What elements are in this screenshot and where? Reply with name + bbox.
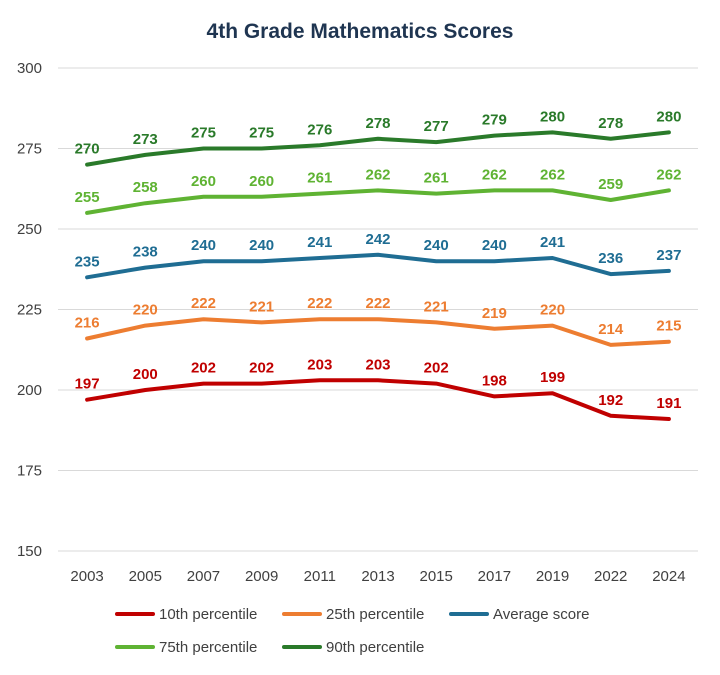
legend-label: 75th percentile [159,639,257,656]
data-label: 202 [424,360,449,377]
data-label: 236 [598,250,623,267]
y-tick-label: 150 [17,543,42,560]
series-line-3 [85,188,671,215]
data-label: 273 [133,131,158,148]
x-tick-label: 2019 [536,568,569,585]
x-tick-label: 2011 [304,568,336,585]
data-label: 240 [249,237,274,254]
data-label: 192 [598,392,623,409]
data-label: 280 [540,108,565,125]
y-tick-label: 250 [17,221,42,238]
data-label: 260 [249,173,274,190]
data-label: 202 [249,360,274,377]
data-label: 275 [249,125,274,142]
x-tick-label: 2024 [652,568,685,585]
data-label: 221 [249,298,274,315]
series-line-0 [85,378,671,421]
legend: 10th percentile 25th percentile Average sc… [115,606,589,656]
data-label: 262 [656,166,681,183]
data-label: 235 [75,253,100,270]
series-line-1 [85,317,671,347]
data-label: 277 [424,118,449,135]
data-label: 262 [482,166,507,183]
data-label: 260 [191,173,216,190]
x-tick-label: 2015 [419,568,452,585]
data-label: 275 [191,125,216,142]
data-label: 202 [191,360,216,377]
data-label: 279 [482,112,507,129]
legend-label: 25th percentile [326,606,424,623]
x-tick-label: 2017 [478,568,511,585]
data-label: 199 [540,369,565,386]
x-tick-label: 2003 [70,568,103,585]
data-label: 270 [75,141,100,158]
data-label: 198 [482,372,507,389]
x-axis-ticks: 2003 2005 2007 2009 2011 2013 2015 2017 2019 2022… [70,568,685,585]
data-label: 219 [482,305,507,322]
data-label: 221 [424,298,449,315]
x-tick-label: 2022 [594,568,627,585]
data-label: 216 [75,314,100,331]
data-label: 220 [133,302,158,319]
data-label: 258 [133,179,158,196]
gridlines [58,67,698,552]
y-tick-label: 200 [17,382,42,399]
data-label: 240 [424,237,449,254]
data-label: 242 [365,231,390,248]
legend-label: Average score [493,606,589,623]
data-label: 215 [656,318,681,335]
x-tick-label: 2007 [187,568,220,585]
data-label: 280 [656,108,681,125]
data-label: 203 [365,356,390,373]
y-axis-ticks: 150 175 200 225 250 275 300 [17,60,42,560]
data-label: 220 [540,302,565,319]
y-tick-label: 225 [17,302,42,319]
data-label: 240 [191,237,216,254]
x-tick-label: 2005 [129,568,162,585]
chart-title: 4th Grade Mathematics Scores [207,20,514,43]
data-label: 222 [365,295,390,312]
data-label: 222 [191,295,216,312]
data-labels: 197 200 202 202 203 203 202 198 199 192 191 216 220 2… [75,108,682,412]
series-line-4 [85,130,671,167]
data-label: 241 [540,234,565,251]
data-label: 191 [656,395,681,412]
data-label: 278 [598,115,623,132]
y-tick-label: 275 [17,141,42,158]
data-label: 214 [598,321,624,338]
data-label: 238 [133,244,158,261]
y-tick-label: 300 [17,60,42,77]
data-label: 276 [307,121,332,138]
data-label: 261 [424,170,449,187]
x-tick-label: 2013 [361,568,394,585]
data-label: 259 [598,176,623,193]
data-label: 203 [307,356,332,373]
data-label: 262 [365,166,390,183]
data-label: 237 [656,247,681,264]
series-line-2 [85,252,671,280]
series-lines [85,130,671,421]
data-label: 200 [133,366,158,383]
legend-label: 10th percentile [159,606,257,623]
data-label: 197 [75,376,100,393]
data-label: 262 [540,166,565,183]
data-label: 261 [307,170,332,187]
data-label: 241 [307,234,332,251]
data-label: 240 [482,237,507,254]
y-tick-label: 175 [17,463,42,480]
legend-label: 90th percentile [326,639,424,656]
data-label: 255 [75,189,100,206]
data-label: 222 [307,295,332,312]
x-tick-label: 2009 [245,568,278,585]
data-label: 278 [365,115,390,132]
